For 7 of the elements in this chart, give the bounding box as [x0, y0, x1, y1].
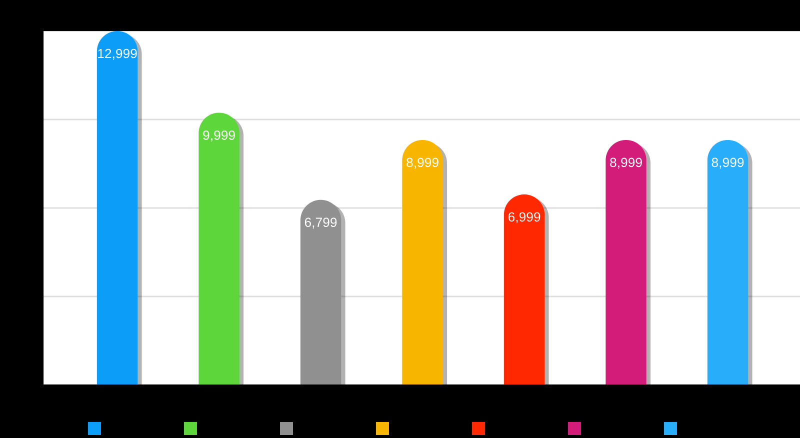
data-label: 12,999	[98, 48, 137, 60]
data-label: 6,799	[304, 218, 337, 229]
data-label: 8,999	[406, 158, 438, 169]
data-label: 6,999	[508, 212, 540, 224]
data-label: 8,999	[610, 158, 642, 169]
data-label: 9,999	[203, 130, 235, 142]
data-label: 8,999	[712, 158, 744, 169]
